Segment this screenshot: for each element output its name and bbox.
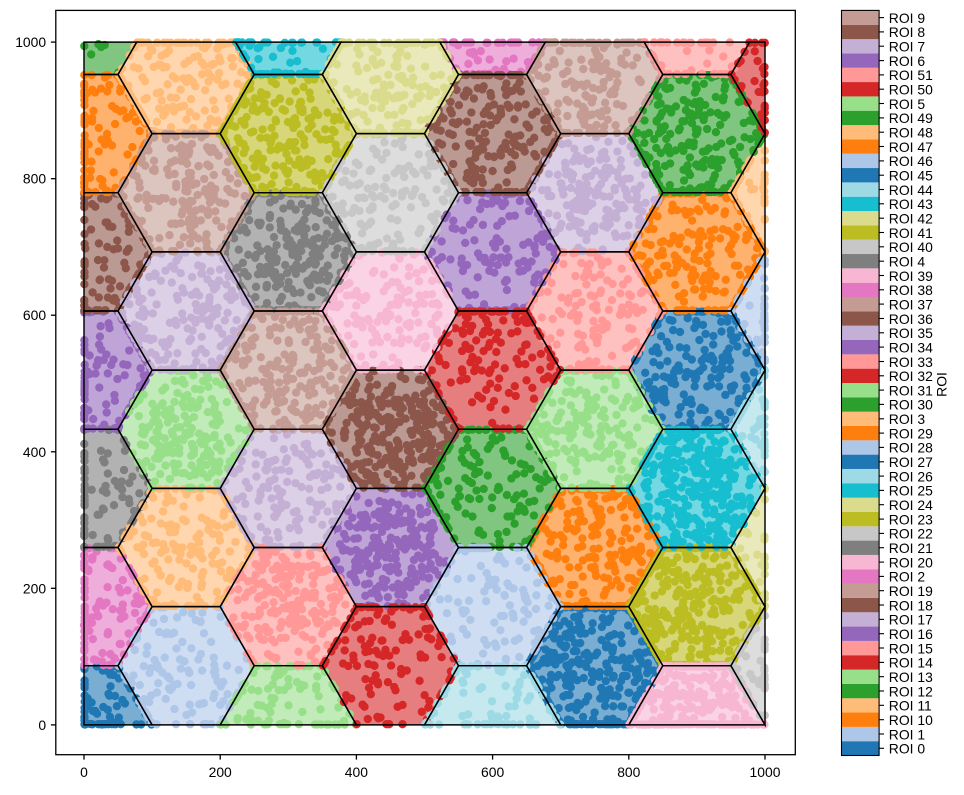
svg-text:ROI 3: ROI 3 xyxy=(889,411,926,427)
svg-text:200: 200 xyxy=(209,764,232,780)
svg-text:ROI 32: ROI 32 xyxy=(889,368,933,384)
svg-text:ROI 31: ROI 31 xyxy=(889,382,933,398)
svg-text:ROI 20: ROI 20 xyxy=(889,554,933,570)
svg-text:ROI: ROI xyxy=(934,372,950,397)
svg-text:ROI 13: ROI 13 xyxy=(889,669,933,685)
svg-text:ROI 46: ROI 46 xyxy=(889,153,933,169)
svg-text:200: 200 xyxy=(23,580,46,596)
svg-text:ROI 48: ROI 48 xyxy=(889,125,933,141)
svg-text:ROI 44: ROI 44 xyxy=(889,182,933,198)
svg-text:ROI 8: ROI 8 xyxy=(889,24,926,40)
svg-text:ROI 6: ROI 6 xyxy=(889,53,926,69)
svg-text:ROI 37: ROI 37 xyxy=(889,296,933,312)
svg-text:ROI 7: ROI 7 xyxy=(889,39,926,55)
svg-text:ROI 38: ROI 38 xyxy=(889,282,933,298)
svg-text:ROI 9: ROI 9 xyxy=(889,10,926,26)
svg-text:ROI 39: ROI 39 xyxy=(889,268,933,284)
svg-text:ROI 1: ROI 1 xyxy=(889,726,926,742)
svg-text:800: 800 xyxy=(23,171,46,187)
svg-text:ROI 50: ROI 50 xyxy=(889,82,933,98)
svg-text:1000: 1000 xyxy=(15,34,46,50)
svg-text:ROI 35: ROI 35 xyxy=(889,325,933,341)
svg-text:ROI 0: ROI 0 xyxy=(889,741,926,757)
svg-text:400: 400 xyxy=(23,444,46,460)
svg-text:ROI 33: ROI 33 xyxy=(889,354,933,370)
svg-text:ROI 25: ROI 25 xyxy=(889,483,933,499)
svg-text:ROI 40: ROI 40 xyxy=(889,239,933,255)
svg-text:ROI 51: ROI 51 xyxy=(889,67,933,83)
svg-text:ROI 42: ROI 42 xyxy=(889,211,933,227)
svg-text:ROI 21: ROI 21 xyxy=(889,540,933,556)
svg-text:0: 0 xyxy=(80,764,88,780)
svg-text:ROI 28: ROI 28 xyxy=(889,440,933,456)
svg-text:ROI 41: ROI 41 xyxy=(889,225,933,241)
svg-text:ROI 12: ROI 12 xyxy=(889,683,933,699)
svg-text:ROI 11: ROI 11 xyxy=(889,698,932,714)
svg-text:800: 800 xyxy=(617,764,640,780)
svg-text:ROI 17: ROI 17 xyxy=(889,612,933,628)
svg-text:400: 400 xyxy=(345,764,368,780)
svg-text:ROI 45: ROI 45 xyxy=(889,168,933,184)
svg-text:ROI 14: ROI 14 xyxy=(889,655,933,671)
svg-text:ROI 27: ROI 27 xyxy=(889,454,933,470)
svg-text:0: 0 xyxy=(38,717,46,733)
svg-text:ROI 36: ROI 36 xyxy=(889,311,933,327)
svg-text:ROI 19: ROI 19 xyxy=(889,583,933,599)
svg-text:ROI 49: ROI 49 xyxy=(889,110,933,126)
svg-text:ROI 4: ROI 4 xyxy=(889,254,926,270)
svg-text:ROI 30: ROI 30 xyxy=(889,397,933,413)
svg-text:ROI 10: ROI 10 xyxy=(889,712,933,728)
svg-text:ROI 16: ROI 16 xyxy=(889,626,933,642)
svg-text:ROI 23: ROI 23 xyxy=(889,511,933,527)
svg-text:ROI 29: ROI 29 xyxy=(889,425,933,441)
svg-text:600: 600 xyxy=(481,764,504,780)
svg-text:ROI 5: ROI 5 xyxy=(889,96,926,112)
svg-text:ROI 47: ROI 47 xyxy=(889,139,933,155)
svg-text:600: 600 xyxy=(23,307,46,323)
svg-text:ROI 34: ROI 34 xyxy=(889,339,933,355)
svg-text:ROI 22: ROI 22 xyxy=(889,526,933,542)
svg-text:ROI 43: ROI 43 xyxy=(889,196,933,212)
svg-text:ROI 26: ROI 26 xyxy=(889,468,933,484)
svg-text:ROI 2: ROI 2 xyxy=(889,569,926,585)
svg-text:1000: 1000 xyxy=(750,764,781,780)
svg-text:ROI 18: ROI 18 xyxy=(889,597,933,613)
svg-text:ROI 15: ROI 15 xyxy=(889,640,933,656)
svg-text:ROI 24: ROI 24 xyxy=(889,497,933,513)
